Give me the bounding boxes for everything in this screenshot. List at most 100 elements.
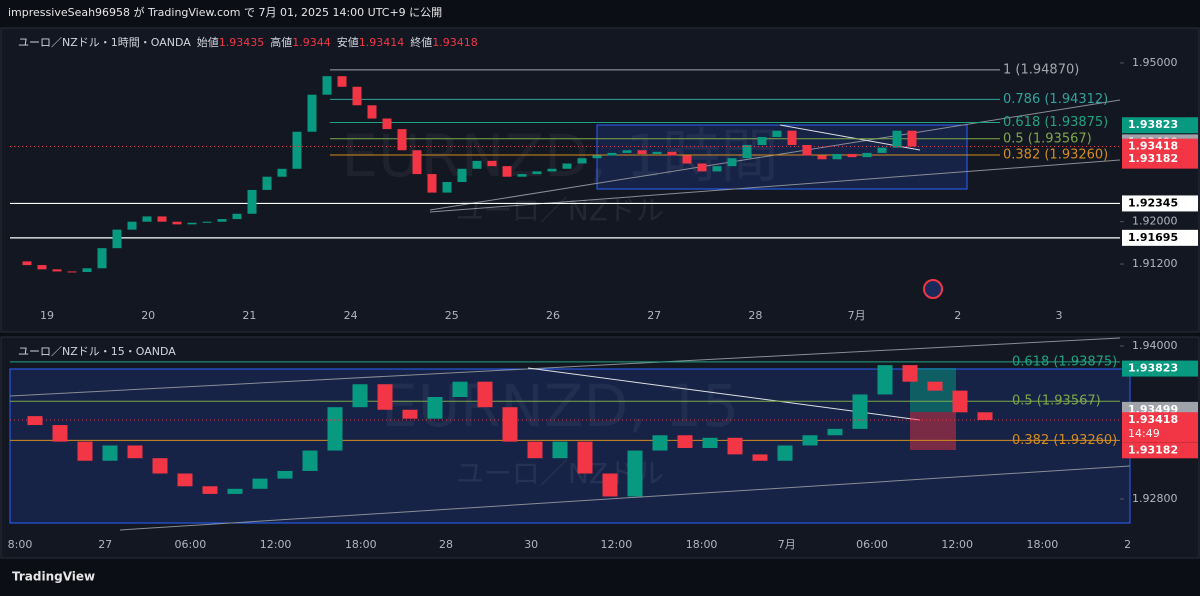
y-tick-label: 1.94000 (1132, 339, 1178, 352)
candle (552, 441, 568, 459)
candle (82, 268, 92, 272)
watermark-sub: ユーロ／NZドル (456, 194, 664, 227)
x-tick-label: 27 (647, 309, 661, 322)
candle (892, 130, 902, 148)
candle (592, 155, 602, 159)
candle (577, 441, 593, 474)
price-label-text: 1.93823 (1128, 118, 1178, 131)
candle (827, 428, 843, 436)
x-tick-label: 06:00 (856, 538, 888, 551)
candle (702, 437, 718, 449)
candle (202, 486, 218, 494)
ohlc-value: 1.93435 (219, 36, 265, 49)
candle (487, 160, 497, 167)
price-label (1122, 195, 1198, 212)
ohlc-value: 1.93414 (359, 36, 405, 49)
y-tick-label: 1.92800 (1132, 492, 1178, 505)
candle (402, 409, 418, 419)
chart-title: ユーロ／NZドル・1時間・OANDA (18, 36, 191, 49)
ohlc-label: 安値 (337, 35, 359, 49)
candle (27, 416, 43, 426)
candle (217, 219, 227, 222)
candle (602, 473, 618, 497)
candle (832, 153, 842, 160)
x-tick-label: 28 (439, 538, 453, 551)
candle (397, 129, 407, 151)
event-icon (923, 279, 943, 299)
x-tick-label: 06:00 (175, 538, 207, 551)
candle (862, 152, 872, 158)
candle (627, 450, 643, 497)
x-tick-label: 2 (954, 309, 961, 322)
candle (352, 384, 368, 408)
panel-1 (0, 27, 1200, 333)
x-tick-label: 21 (242, 309, 256, 322)
candle (102, 445, 118, 461)
ohlc-label: 終値 (410, 35, 432, 49)
candle (907, 130, 917, 147)
candle (562, 163, 572, 169)
candle (37, 265, 47, 270)
price-label (1122, 360, 1198, 377)
candle (97, 248, 107, 269)
ohlc-value: 1.9344 (292, 36, 331, 49)
candle (877, 147, 887, 153)
candle (772, 130, 782, 138)
candle (302, 450, 318, 471)
candle (677, 435, 693, 449)
header: impressiveSeah96958 が TradingView.com で … (8, 5, 442, 19)
ohlc-value: 1.93418 (432, 36, 478, 49)
y-tick-label: 1.95000 (1132, 56, 1178, 69)
candle (187, 222, 197, 225)
candle (277, 470, 293, 479)
price-label (1122, 412, 1198, 443)
candle (802, 435, 818, 446)
candle (427, 397, 443, 419)
candle (77, 441, 93, 461)
fib-label: 0.786 (1.94312) (1003, 92, 1108, 107)
candle (757, 137, 767, 145)
x-tick-label: 7月 (778, 538, 796, 551)
candle (607, 152, 617, 156)
candle (622, 150, 632, 153)
x-tick-label: 24 (344, 309, 358, 322)
candle (157, 216, 167, 222)
x-tick-label: 30 (524, 538, 538, 551)
candle (852, 394, 868, 429)
candle (292, 131, 302, 169)
candle (52, 269, 62, 272)
y-tick-label: 1.91200 (1132, 257, 1178, 270)
price-label (1122, 117, 1198, 134)
candle (532, 171, 542, 175)
candle (262, 176, 272, 190)
candle (52, 425, 68, 442)
candle (127, 445, 143, 459)
candle (127, 221, 137, 230)
fib-label: 0.5 (1.93567) (1012, 394, 1101, 409)
candle (547, 168, 557, 172)
candle (502, 407, 518, 442)
x-tick-label: 20 (141, 309, 155, 322)
candle (652, 151, 662, 154)
candle (517, 174, 527, 177)
candle (227, 488, 243, 494)
candle (172, 221, 182, 225)
ohlc-label: 始値 (197, 35, 219, 49)
x-tick-label: 27 (98, 538, 112, 551)
candle (152, 458, 168, 474)
candle (817, 155, 827, 160)
x-tick-label: 18:00 (686, 538, 718, 551)
trendline (9, 337, 1121, 397)
candle (202, 221, 212, 223)
position-loss (910, 412, 956, 450)
candle (527, 441, 543, 459)
candle (682, 155, 692, 164)
fib-label: 0.618 (1.93875) (1003, 115, 1108, 130)
candle (727, 158, 737, 167)
candle (712, 166, 722, 172)
candle (232, 213, 242, 220)
candle (977, 412, 993, 420)
candle (742, 144, 752, 159)
price-label-text: 1.91695 (1128, 231, 1178, 244)
candle (352, 86, 362, 106)
